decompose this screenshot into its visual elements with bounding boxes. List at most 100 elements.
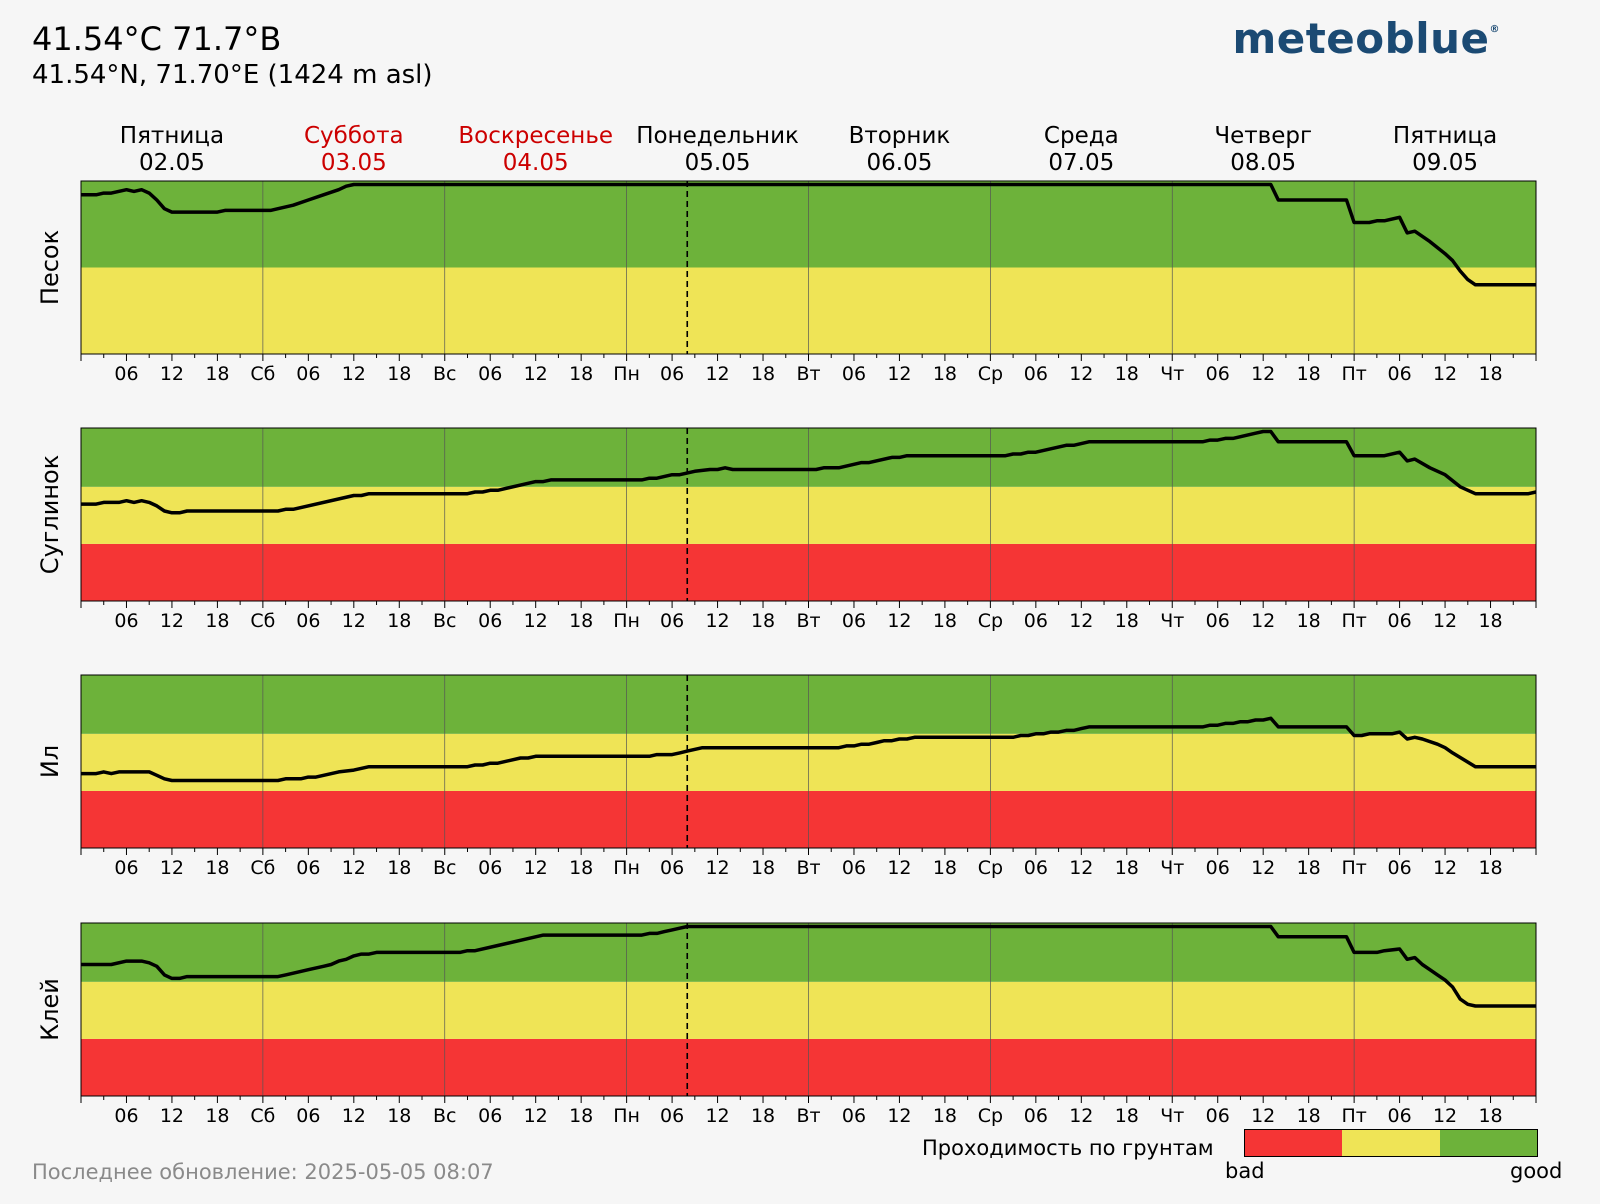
legend-bad-swatch — [1245, 1130, 1343, 1156]
x-tick-label-hour: 06 — [660, 610, 684, 632]
x-tick-label-hour: 06 — [1024, 1105, 1048, 1127]
x-tick-label-hour: 18 — [569, 610, 593, 632]
x-tick-label-hour: 12 — [524, 1105, 548, 1127]
x-tick-label-hour: 12 — [705, 363, 729, 385]
day-name-label: Понедельник — [636, 123, 799, 149]
x-tick-label-hour: 12 — [1069, 610, 1093, 632]
logo-registered-mark: ® — [1489, 24, 1500, 35]
x-tick-label-hour: 06 — [478, 610, 502, 632]
x-tick-label-hour: 06 — [1206, 363, 1230, 385]
x-tick-label-day: Пн — [613, 363, 640, 385]
panel-2 — [80, 427, 1537, 608]
x-tick-label-hour: 18 — [569, 363, 593, 385]
day-name-label: Вторник — [849, 123, 951, 149]
x-tick-label-hour: 18 — [933, 363, 957, 385]
panel-3 — [80, 674, 1537, 855]
logo-text: meteoblue — [1232, 14, 1490, 63]
x-tick-label-day: Чт — [1160, 610, 1184, 632]
x-tick-label-hour: 06 — [1388, 1105, 1412, 1127]
x-tick-label-hour: 06 — [1206, 610, 1230, 632]
trafficability-line — [81, 429, 1537, 515]
day-name-label: Среда — [1044, 123, 1119, 149]
trafficability-line — [81, 716, 1536, 783]
legend-bad-label: bad — [1225, 1159, 1265, 1183]
x-tick-label-day: Вт — [796, 1105, 820, 1127]
x-tick-label-day: Пт — [1341, 1105, 1366, 1127]
x-tick-label-hour: 18 — [1478, 857, 1502, 879]
day-date-label: 09.05 — [1412, 150, 1478, 176]
x-tick-label-hour: 12 — [342, 363, 366, 385]
last-update-text: Последнее обновление: 2025-05-05 08:07 — [32, 1160, 494, 1184]
meteoblue-logo[interactable]: meteoblue® — [1232, 14, 1500, 63]
x-tick-label-hour: 12 — [1069, 1105, 1093, 1127]
x-tick-label-day: Вт — [796, 857, 820, 879]
x-tick-label-hour: 18 — [1115, 610, 1139, 632]
x-tick-label-hour: 18 — [751, 857, 775, 879]
x-tick-label-day: Чт — [1160, 363, 1184, 385]
legend-title: Проходимость по грунтам — [922, 1136, 1214, 1160]
location-title: 41.54°C 71.7°B — [32, 20, 282, 58]
x-tick-label-hour: 12 — [160, 857, 184, 879]
legend-good-label: good — [1510, 1159, 1563, 1183]
x-tick-label-day: Вс — [433, 1105, 456, 1127]
x-tick-label-hour: 18 — [1297, 610, 1321, 632]
day-date-label: 04.05 — [503, 150, 569, 176]
x-tick-label-hour: 12 — [887, 363, 911, 385]
x-tick-label-hour: 18 — [387, 1105, 411, 1127]
x-tick-label-hour: 06 — [296, 1105, 320, 1127]
day-date-label: 03.05 — [321, 150, 387, 176]
panel-1 — [80, 180, 1537, 361]
x-tick-label-hour: 18 — [387, 857, 411, 879]
x-tick-label-hour: 12 — [1433, 1105, 1457, 1127]
x-tick-label-day: Сб — [250, 363, 275, 385]
x-tick-label-hour: 06 — [114, 1105, 138, 1127]
x-tick-label-hour: 06 — [1388, 857, 1412, 879]
legend-medium-swatch — [1342, 1130, 1440, 1156]
x-tick-label-day: Вс — [433, 610, 456, 632]
x-tick-label-hour: 06 — [478, 1105, 502, 1127]
x-tick-label-hour: 06 — [660, 1105, 684, 1127]
x-tick-label-hour: 18 — [387, 363, 411, 385]
x-tick-label-day: Сб — [250, 1105, 275, 1127]
day-name-label: Суббота — [304, 123, 404, 149]
x-tick-label-hour: 18 — [751, 363, 775, 385]
legend-color-bar — [1244, 1129, 1538, 1157]
x-tick-label-hour: 12 — [342, 1105, 366, 1127]
x-tick-label-hour: 12 — [160, 610, 184, 632]
x-tick-label-hour: 18 — [205, 363, 229, 385]
x-tick-label-day: Ср — [978, 857, 1003, 879]
x-tick-label-hour: 12 — [887, 1105, 911, 1127]
y-axis-label: Ил — [36, 745, 64, 778]
x-tick-label-hour: 18 — [933, 857, 957, 879]
x-tick-label-hour: 12 — [705, 610, 729, 632]
x-tick-label-hour: 18 — [387, 610, 411, 632]
x-tick-label-hour: 06 — [842, 1105, 866, 1127]
x-tick-label-hour: 06 — [296, 610, 320, 632]
x-tick-label-hour: 06 — [842, 610, 866, 632]
x-tick-label-day: Ср — [978, 1105, 1003, 1127]
x-tick-label-day: Пн — [613, 610, 640, 632]
x-tick-label-hour: 12 — [887, 857, 911, 879]
x-tick-label-day: Чт — [1160, 1105, 1184, 1127]
x-tick-label-hour: 18 — [205, 857, 229, 879]
x-tick-label-hour: 06 — [1206, 857, 1230, 879]
x-tick-label-day: Пт — [1341, 857, 1366, 879]
panel-4 — [80, 922, 1537, 1103]
x-tick-label-hour: 12 — [342, 857, 366, 879]
x-tick-label-hour: 18 — [1297, 363, 1321, 385]
day-name-label: Четверг — [1214, 123, 1312, 149]
x-tick-label-hour: 06 — [660, 857, 684, 879]
x-tick-label-hour: 18 — [569, 857, 593, 879]
x-tick-label-day: Пт — [1341, 363, 1366, 385]
trafficability-line — [81, 924, 1536, 1008]
x-tick-label-hour: 12 — [160, 1105, 184, 1127]
x-tick-label-hour: 12 — [1251, 363, 1275, 385]
x-tick-label-hour: 06 — [296, 363, 320, 385]
x-tick-label-hour: 06 — [842, 857, 866, 879]
x-tick-label-day: Вс — [433, 857, 456, 879]
x-tick-label-day: Вс — [433, 363, 456, 385]
x-tick-label-day: Сб — [250, 610, 275, 632]
x-tick-label-hour: 12 — [705, 857, 729, 879]
x-tick-label-hour: 06 — [296, 857, 320, 879]
x-tick-label-hour: 12 — [1433, 363, 1457, 385]
